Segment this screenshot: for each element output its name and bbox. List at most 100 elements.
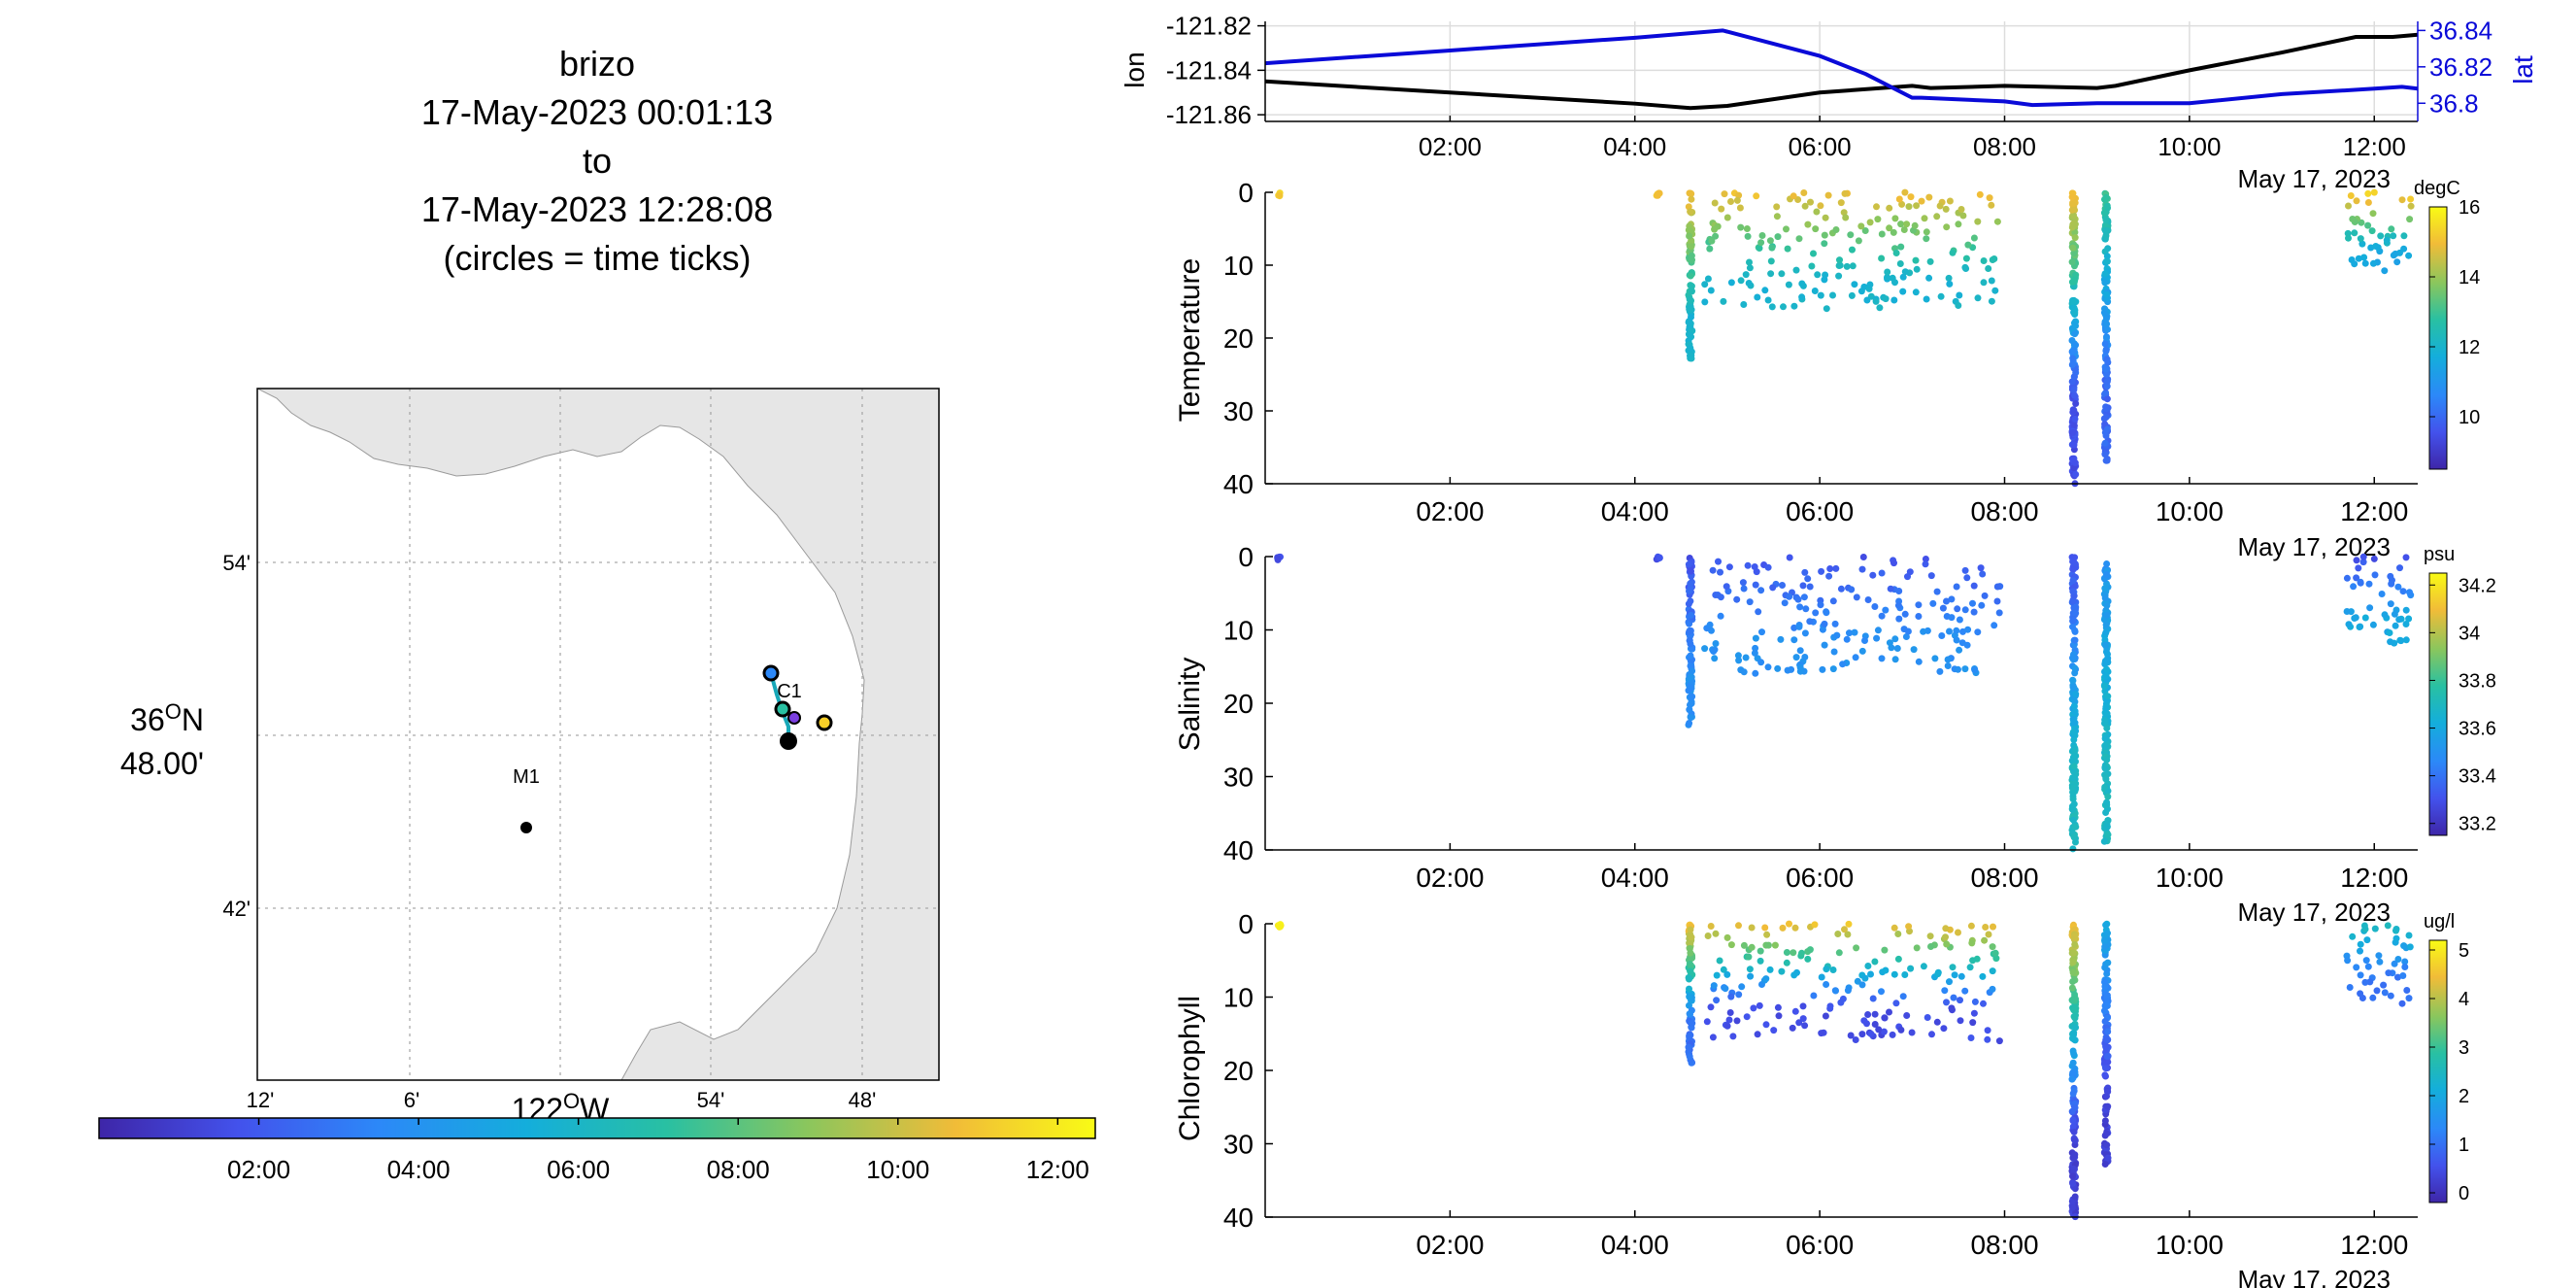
profile-data-point xyxy=(1686,331,1693,339)
profile-data-point xyxy=(1948,614,1956,622)
profile-data-point xyxy=(2069,298,2077,306)
profile-data-point xyxy=(1757,659,1765,666)
profile-data-point xyxy=(2101,451,2109,458)
position-chart-lines xyxy=(1264,28,2419,111)
profile-data-point xyxy=(2071,228,2079,236)
profile-data-point xyxy=(1955,929,1961,936)
profile-data-point xyxy=(1946,280,1954,288)
profile-data-point xyxy=(1686,1010,1693,1018)
profile-data-point xyxy=(2072,366,2079,374)
profile-data-point xyxy=(1758,232,1766,239)
profile-data-point xyxy=(1740,301,1748,308)
profile-data-point xyxy=(1977,564,1985,572)
profile-data-point xyxy=(2357,971,2364,979)
profile-data-point xyxy=(1926,932,1934,940)
profile-data-point xyxy=(1721,190,1728,198)
position-chart: -121.82 -121.84 -121.86 36.84 36.82 36.8 02:00… xyxy=(1120,12,2538,193)
profile-data-point xyxy=(2398,1000,2406,1007)
profile-data-point xyxy=(2349,932,2357,940)
title-platform: brizo xyxy=(559,44,635,84)
profile-data-point xyxy=(1970,1009,1978,1017)
profile-data-point xyxy=(1688,572,1695,580)
time-colorbar-tick-label: 02:00 xyxy=(227,1155,290,1184)
profile-data-point xyxy=(1773,213,1781,220)
profile-data-point xyxy=(2103,756,2111,763)
profile-data-point xyxy=(2380,981,2388,989)
profile-data-point xyxy=(2070,729,2078,737)
profile-data-point xyxy=(2069,959,2077,966)
colorbar-tick-label: 33.4 xyxy=(2459,766,2496,788)
profile-data-point xyxy=(1899,273,1907,281)
profile-data-point xyxy=(2100,209,2108,217)
profile-data-point xyxy=(1891,656,1899,663)
profile-data-point xyxy=(1913,202,1921,210)
profile-data-point xyxy=(1991,255,1998,262)
profile-data-point xyxy=(2069,654,2077,661)
profile-data-point xyxy=(2102,621,2110,628)
profile-data-point xyxy=(1687,714,1694,722)
profile-data-point xyxy=(1974,628,1982,636)
profile-data-point xyxy=(2103,378,2111,385)
station-m1-marker xyxy=(520,822,532,833)
title-start-time: 17-May-2023 00:01:13 xyxy=(421,92,773,132)
profile-data-point xyxy=(2101,743,2109,750)
position-x-tick-label: 02:00 xyxy=(1419,132,1482,161)
profile-data-point xyxy=(2071,221,2079,228)
profile-data-point xyxy=(2069,1069,2077,1077)
profile-data-point xyxy=(2102,921,2110,929)
profile-data-point xyxy=(2071,823,2079,830)
profile-data-point xyxy=(1686,720,1693,727)
profile-data-point xyxy=(1871,1010,1879,1018)
profile-data-point xyxy=(2370,555,2378,562)
time-tick-label: 02:00 xyxy=(1416,863,1484,893)
profile-data-point xyxy=(2402,606,2410,614)
profile-data-point xyxy=(1904,573,1911,581)
profile-data-point xyxy=(2385,969,2392,977)
profile-data-point xyxy=(1886,1008,1892,1016)
profile-data-point xyxy=(1686,232,1693,240)
profile-data-point xyxy=(1844,931,1852,938)
profile-data-point xyxy=(1752,669,1759,677)
profile-data-point xyxy=(1277,923,1285,931)
profile-data-point xyxy=(1800,189,1808,196)
profile-data-point xyxy=(1966,964,1974,971)
profile-data-point xyxy=(1766,966,1774,973)
profile-data-point xyxy=(1871,958,1879,966)
station-c1-label: C1 xyxy=(777,681,802,702)
time-tick-marker xyxy=(787,711,801,725)
profile-data-point xyxy=(1847,1032,1855,1039)
lat-tick-label: 36.84 xyxy=(2429,16,2492,45)
profile-data-point xyxy=(2102,216,2110,223)
profile-data-point xyxy=(1789,1024,1796,1032)
profile-data-point xyxy=(1908,1029,1916,1036)
profile-data-point xyxy=(2104,1154,2112,1162)
profile-data-point xyxy=(1991,287,1999,294)
profile-data-point xyxy=(1718,205,1725,213)
profile-data-point xyxy=(1687,344,1694,352)
profile-data-point xyxy=(2400,245,2408,253)
profile-data-point xyxy=(1897,220,1905,228)
profile-data-point xyxy=(1985,931,1992,938)
profile-data-point xyxy=(1688,243,1695,251)
profile-data-point xyxy=(1767,270,1775,278)
profile-data-point xyxy=(1897,243,1905,251)
profile-data-point xyxy=(2386,629,2393,636)
time-tick-label: 08:00 xyxy=(1970,863,2038,893)
profile-data-point xyxy=(2103,1053,2111,1061)
profile-data-point xyxy=(2101,439,2109,447)
profile-data-point xyxy=(2345,234,2352,242)
time-tick-label: 02:00 xyxy=(1416,1230,1484,1260)
profile-data-point xyxy=(1783,225,1790,233)
profile-data-point xyxy=(2101,585,2109,593)
profile-data-point xyxy=(2350,583,2358,591)
profile-data-point xyxy=(2405,615,2413,623)
temperature-unit-label: degC xyxy=(2414,178,2460,199)
profile-data-point xyxy=(1786,593,1793,600)
profile-data-point xyxy=(1889,1031,1896,1038)
profile-data-point xyxy=(1688,195,1695,203)
profile-data-point xyxy=(2070,949,2078,957)
profile-data-point xyxy=(2068,984,2076,992)
profile-data-point xyxy=(2400,232,2408,240)
profile-data-point xyxy=(1711,655,1719,662)
profile-data-point xyxy=(1964,241,1972,249)
